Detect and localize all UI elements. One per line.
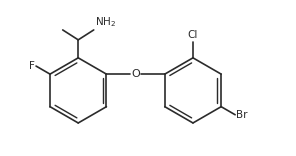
Text: Cl: Cl bbox=[188, 30, 198, 40]
Text: F: F bbox=[29, 61, 35, 71]
Text: Br: Br bbox=[237, 110, 248, 120]
Text: NH$_2$: NH$_2$ bbox=[95, 15, 116, 29]
Text: O: O bbox=[131, 69, 140, 79]
